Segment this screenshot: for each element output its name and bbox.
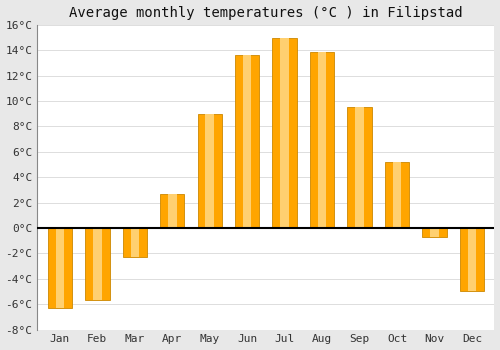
- Bar: [356, 107, 364, 228]
- Bar: [272, 37, 297, 228]
- Bar: [280, 37, 289, 228]
- Bar: [48, 228, 72, 308]
- Bar: [160, 194, 184, 228]
- Bar: [85, 228, 110, 300]
- Bar: [460, 228, 484, 292]
- Bar: [348, 107, 372, 228]
- Bar: [235, 55, 260, 228]
- Bar: [206, 114, 214, 228]
- Bar: [318, 51, 326, 228]
- Bar: [385, 162, 409, 228]
- Bar: [198, 114, 222, 228]
- Bar: [56, 228, 64, 308]
- Bar: [168, 194, 176, 228]
- Bar: [243, 55, 252, 228]
- Bar: [393, 162, 402, 228]
- Bar: [430, 228, 439, 237]
- Bar: [130, 228, 139, 257]
- Bar: [468, 228, 476, 292]
- Bar: [93, 228, 102, 300]
- Bar: [310, 51, 334, 228]
- Bar: [122, 228, 147, 257]
- Bar: [422, 228, 446, 237]
- Title: Average monthly temperatures (°C ) in Filipstad: Average monthly temperatures (°C ) in Fi…: [69, 6, 462, 20]
